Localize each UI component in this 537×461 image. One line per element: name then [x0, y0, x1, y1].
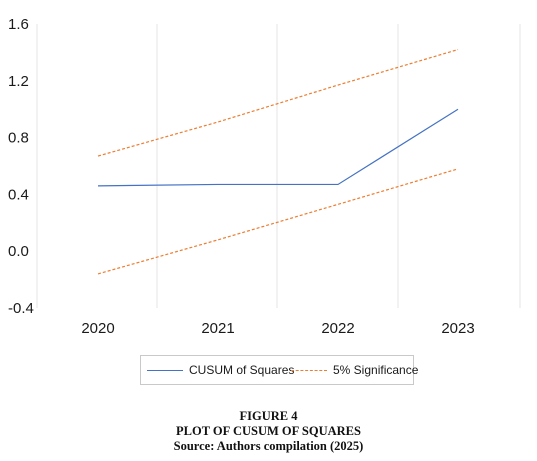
y-axis-ticks: 1.6 1.2 0.8 0.4 0.0 -0.4	[8, 16, 34, 317]
series-lines	[97, 48, 459, 275]
figure-source: Source: Authors compilation (2025)	[173, 439, 364, 453]
y-tick-label: 0.4	[8, 186, 29, 203]
figure-title: PLOT OF CUSUM OF SQUARES	[176, 424, 361, 438]
y-tick-label: 1.2	[8, 73, 29, 90]
series-lower-significance-line	[97, 168, 459, 275]
legend-item-cusum: CUSUM of Squares	[147, 356, 294, 384]
legend-label-cusum: CUSUM of Squares	[189, 363, 295, 377]
legend-swatch-significance	[291, 369, 327, 371]
y-tick-label: 1.6	[8, 16, 29, 33]
x-tick-label: 2020	[81, 320, 114, 337]
y-tick-label: 0.0	[8, 243, 29, 260]
x-tick-label: 2021	[201, 320, 234, 337]
series-upper-significance-line	[97, 48, 459, 157]
y-tick-label: 0.8	[8, 130, 29, 147]
legend-swatch-cusum	[147, 369, 183, 371]
legend-label-significance: 5% Significance	[333, 363, 419, 377]
x-tick-label: 2022	[321, 320, 354, 337]
chart-legend: CUSUM of Squares 5% Significance	[140, 355, 418, 385]
x-tick-label: 2023	[441, 320, 474, 337]
gridlines	[36, 24, 521, 308]
series-cusum-line	[97, 108, 459, 187]
cusum-chart: 1.6 1.2 0.8 0.4 0.0 -0.4 2020 2021 2022 2023	[8, 16, 521, 337]
figure-number: FIGURE 4	[239, 409, 298, 423]
x-axis-ticks: 2020 2021 2022 2023	[81, 320, 474, 337]
legend-item-significance: 5% Significance	[291, 356, 418, 384]
y-tick-label: -0.4	[8, 300, 34, 317]
